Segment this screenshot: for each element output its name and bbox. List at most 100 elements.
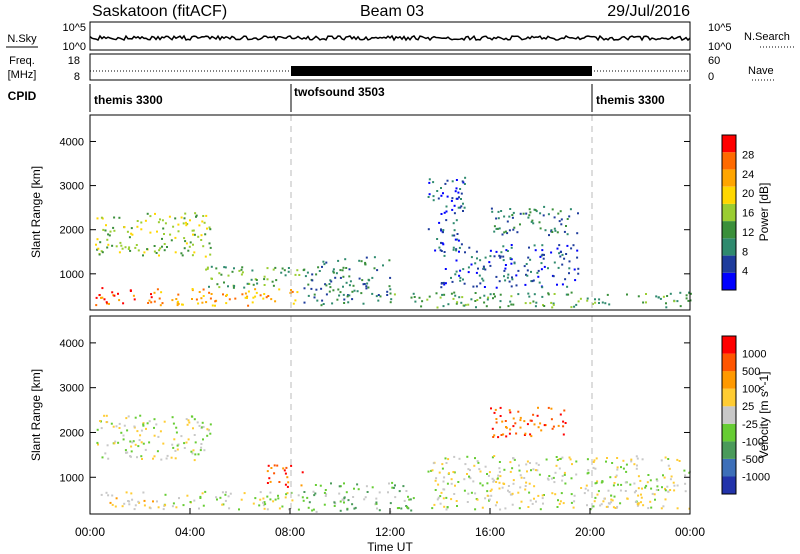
velocity-cell (573, 500, 576, 503)
velocity-cell (543, 494, 545, 496)
velocity-cell (587, 489, 590, 492)
power-cell (266, 267, 269, 270)
power-cell (339, 276, 342, 279)
velocity-cell (445, 496, 448, 499)
power-cell (594, 298, 596, 301)
power-cell (553, 293, 556, 295)
power-cell (495, 275, 498, 278)
power-cell (577, 272, 580, 275)
velocity-cell (616, 466, 619, 469)
velocity-cell (496, 477, 499, 480)
velocity-cell (592, 505, 595, 508)
power-cell (666, 295, 669, 297)
power-cell (442, 229, 445, 232)
power-cell (118, 216, 121, 219)
power-cell (462, 210, 464, 212)
velocity-cell (563, 409, 566, 412)
velocity-cell (442, 497, 445, 500)
velocity-cell (402, 485, 405, 488)
power-cell (153, 300, 156, 303)
power-cell (543, 253, 545, 256)
velocity-cell (504, 420, 507, 422)
velocity-cell (625, 463, 628, 466)
power-cell (198, 291, 201, 293)
velocity-cell (491, 456, 494, 459)
velocity-cell (444, 457, 447, 460)
velocity-cell (109, 501, 112, 504)
power-cell (493, 230, 496, 233)
power-cell (191, 298, 193, 300)
power-cell (438, 221, 441, 224)
power-cell (495, 250, 498, 253)
power-cell (532, 222, 535, 225)
power-cell (550, 230, 553, 233)
velocity-cell (611, 499, 614, 502)
power-cell (371, 292, 374, 295)
power-cell (389, 292, 392, 295)
velocity-cell (203, 449, 206, 452)
power-cell (304, 275, 307, 278)
velocity-cell (495, 481, 498, 483)
velocity-cell (176, 444, 179, 447)
power-cell (216, 283, 219, 286)
velocity-cell (97, 443, 99, 446)
velocity-cell (269, 498, 272, 501)
power-cell (132, 294, 135, 297)
power-cell (96, 238, 99, 241)
velocity-cell (562, 420, 565, 423)
power-cell (228, 298, 231, 301)
velocity-cell (664, 456, 667, 459)
power-cell (168, 215, 171, 218)
power-cell (575, 303, 578, 306)
power-cell (541, 244, 544, 247)
velocity-colorbar-tick: -1000 (742, 471, 770, 483)
velocity-cell (498, 461, 501, 463)
velocity-cell (597, 490, 600, 493)
power-cell (523, 265, 526, 268)
power-cell (501, 233, 504, 236)
velocity-cell (593, 500, 596, 503)
velocity-cell (99, 420, 102, 422)
power-cell (665, 306, 668, 309)
velocity-cell (491, 427, 494, 430)
power-cell (489, 293, 492, 296)
power-cell (637, 295, 640, 298)
power-cell (243, 286, 246, 289)
power-cell (131, 233, 134, 236)
power-cell (446, 195, 449, 198)
power-cell (483, 286, 486, 288)
velocity-cell (324, 489, 327, 491)
power-cell (318, 270, 321, 272)
velocity-cell (410, 509, 413, 512)
velocity-cell (170, 456, 173, 459)
power-cell (274, 300, 277, 303)
power-cell (442, 281, 445, 284)
noise-search-label: N.Search (744, 31, 790, 43)
velocity-cell (570, 493, 573, 496)
power-cell (223, 281, 225, 284)
power-cell (532, 300, 535, 303)
velocity-cell (364, 496, 367, 499)
power-cell (177, 302, 180, 305)
velocity-cell (436, 498, 439, 501)
velocity-cell (541, 494, 544, 497)
power-cell (100, 296, 102, 299)
velocity-cell (454, 484, 456, 487)
power-cell (113, 216, 116, 219)
power-cell (456, 197, 459, 200)
velocity-cell (511, 492, 514, 495)
power-cell (346, 295, 349, 298)
velocity-cell (676, 484, 679, 487)
power-cell (208, 291, 211, 294)
power-cell (101, 296, 104, 299)
velocity-cell (202, 438, 204, 441)
power-cell (202, 288, 205, 291)
power-cell (130, 232, 133, 235)
power-cell (246, 295, 249, 298)
velocity-cell (660, 507, 663, 510)
power-cell (427, 196, 430, 198)
power-cell (508, 215, 511, 218)
velocity-cell (669, 489, 672, 491)
power-cell (503, 269, 506, 272)
